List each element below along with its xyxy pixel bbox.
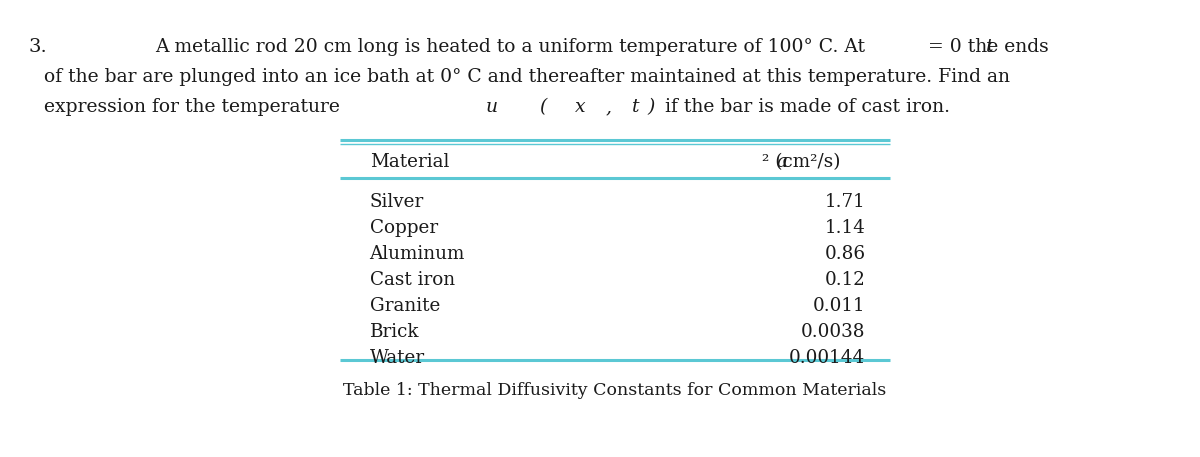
Text: ): ) [647, 98, 654, 116]
Text: Cast iron: Cast iron [370, 271, 455, 289]
Text: t: t [986, 38, 994, 56]
Text: 1.14: 1.14 [824, 219, 865, 237]
Text: if the bar is made of cast iron.: if the bar is made of cast iron. [659, 98, 950, 116]
Text: Copper: Copper [370, 219, 438, 237]
Text: Granite: Granite [370, 297, 440, 315]
Text: Silver: Silver [370, 193, 424, 211]
Text: 0.00144: 0.00144 [790, 349, 865, 367]
Text: Aluminum: Aluminum [370, 245, 464, 263]
Text: 0.12: 0.12 [824, 271, 865, 289]
Text: a: a [776, 153, 787, 171]
Text: 0.86: 0.86 [824, 245, 865, 263]
Text: A metallic rod 20 cm long is heated to a uniform temperature of 100° C. At: A metallic rod 20 cm long is heated to a… [155, 38, 871, 56]
Text: 0.011: 0.011 [812, 297, 865, 315]
Text: 3.: 3. [28, 38, 47, 56]
Text: x: x [575, 98, 586, 116]
Text: t: t [631, 98, 640, 116]
Text: expression for the temperature: expression for the temperature [44, 98, 346, 116]
Text: of the bar are plunged into an ice bath at 0° C and thereafter maintained at thi: of the bar are plunged into an ice bath … [44, 68, 1010, 86]
Text: ² (cm²/s): ² (cm²/s) [762, 153, 841, 171]
Text: ,: , [606, 98, 618, 116]
Text: (: ( [539, 98, 546, 116]
Text: Table 1: Thermal Diffusivity Constants for Common Materials: Table 1: Thermal Diffusivity Constants f… [343, 382, 887, 399]
Text: Brick: Brick [370, 323, 419, 341]
Text: = 0 the ends: = 0 the ends [922, 38, 1049, 56]
Text: u: u [486, 98, 498, 116]
Text: Material: Material [370, 153, 449, 171]
Text: 0.0038: 0.0038 [800, 323, 865, 341]
Text: Water: Water [370, 349, 425, 367]
Text: 1.71: 1.71 [824, 193, 865, 211]
